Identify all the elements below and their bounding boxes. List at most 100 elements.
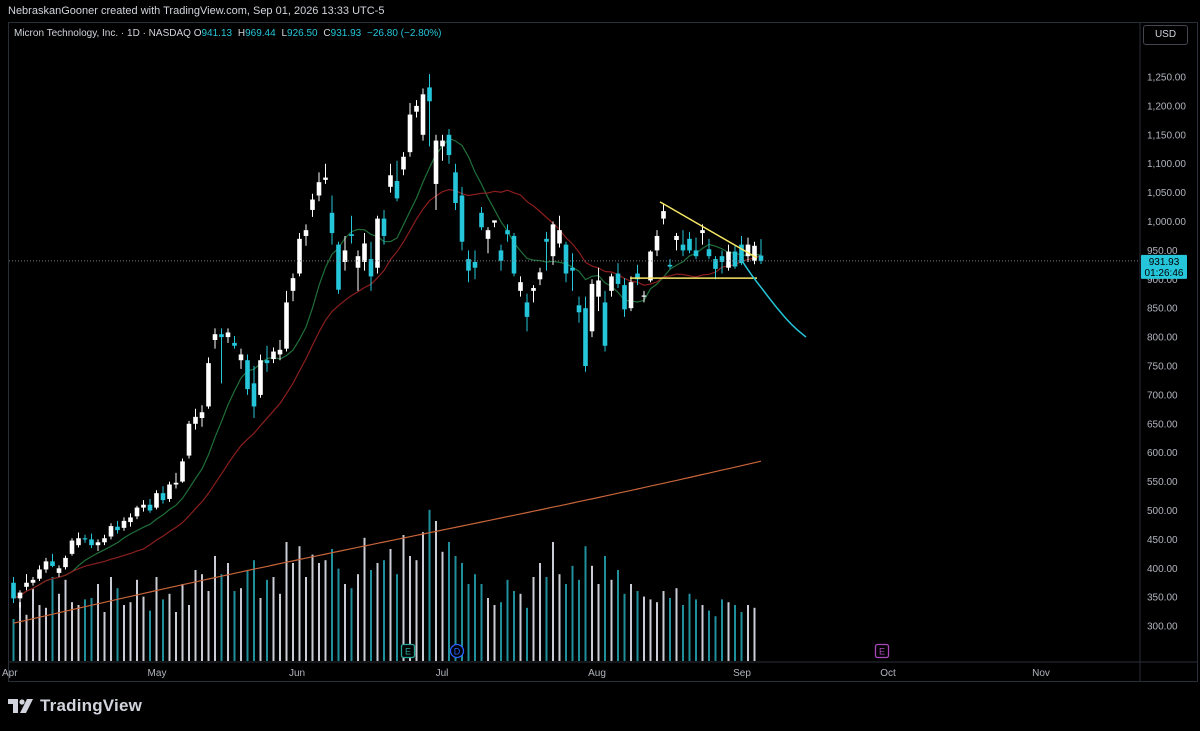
candle-body	[375, 218, 380, 268]
price-tick-label: 1,000.00	[1147, 217, 1186, 228]
price-tick-label: 800.00	[1147, 333, 1178, 344]
candle-body	[407, 114, 413, 153]
candle-body	[459, 195, 465, 242]
candle-body	[635, 273, 640, 280]
earnings-marker[interactable]	[874, 643, 890, 659]
volume-bar	[448, 542, 450, 661]
price-tick-label: 750.00	[1147, 362, 1178, 373]
last-price-value: 931.93	[1149, 257, 1180, 268]
low-label: L	[281, 28, 288, 39]
candle-body	[537, 272, 543, 280]
candle-body	[648, 251, 653, 281]
tradingview-logo[interactable]: TradingView	[8, 696, 142, 716]
candle-body	[414, 105, 419, 112]
volume-bar	[526, 607, 528, 661]
candle-body	[615, 273, 621, 284]
volume-bar	[636, 591, 639, 661]
candle-body	[622, 285, 627, 310]
candle-body	[713, 259, 718, 269]
volume-bar	[402, 535, 405, 661]
candle-body	[693, 250, 699, 257]
volume-bar	[441, 551, 444, 661]
volume-bar	[682, 605, 684, 661]
volume-bar	[519, 593, 522, 661]
close-value: 931.93	[330, 28, 362, 39]
candle-body	[362, 243, 367, 262]
candle-body	[82, 538, 88, 540]
candle-body	[290, 278, 296, 291]
volume-bar	[435, 521, 437, 661]
candle-body	[401, 156, 406, 170]
event-marker-label: E	[879, 647, 885, 657]
volume-bar	[175, 612, 177, 661]
symbol-title[interactable]: Micron Technology, Inc. · 1D · NASDAQ	[14, 28, 191, 39]
candle-body	[745, 244, 751, 257]
upper-trendline[interactable]	[659, 201, 758, 259]
volume-bar	[51, 577, 54, 661]
volume-bar	[64, 579, 67, 661]
volume-bar	[285, 542, 288, 661]
open-label: O	[193, 28, 202, 39]
candle-body	[349, 234, 354, 236]
volume-bar	[487, 598, 489, 661]
time-tick-label: Jul	[436, 668, 449, 679]
candle-body	[329, 212, 335, 234]
volume-bar	[370, 570, 372, 661]
price-tick-label: 500.00	[1147, 506, 1178, 517]
candle-body	[472, 261, 478, 268]
candle-body	[732, 251, 738, 267]
sma-short-line	[13, 137, 762, 599]
price-tick-label: 450.00	[1147, 535, 1178, 546]
volume-bar	[428, 509, 431, 661]
volume-bar	[129, 602, 132, 661]
candle-body	[303, 230, 309, 236]
currency-button[interactable]: USD	[1143, 25, 1188, 45]
candle-body	[433, 140, 439, 184]
volume-bar	[708, 610, 710, 661]
candle-body	[50, 561, 55, 566]
candle-body	[576, 305, 582, 313]
candle-body	[323, 177, 328, 180]
candle-body	[557, 230, 562, 244]
volume-bar	[350, 588, 353, 661]
candle-body	[752, 245, 757, 261]
candle-body	[342, 250, 348, 262]
volume-bar	[220, 574, 223, 661]
volume-bar	[539, 563, 541, 661]
volume-bar	[201, 574, 203, 661]
volume-bar	[747, 605, 749, 661]
projection-path[interactable]	[741, 260, 807, 338]
volume-bar	[116, 588, 119, 661]
volume-bar	[500, 602, 502, 661]
chart-pane[interactable]	[8, 22, 1198, 682]
volume-bar	[240, 588, 242, 661]
chart-credit: NebraskanGooner created with TradingView…	[8, 5, 385, 17]
candle-body	[641, 295, 647, 297]
volume-bar	[753, 607, 756, 661]
candle-body	[394, 181, 400, 199]
volume-bar	[305, 577, 307, 661]
candle-body	[284, 302, 289, 349]
candle-body	[264, 360, 270, 364]
volume-bar	[389, 549, 392, 661]
volume-bar	[409, 556, 411, 661]
candle-body	[30, 579, 36, 583]
volume-bar	[506, 579, 509, 661]
price-axis: 1,250.00 1,200.00 1,150.00 1,100.00 1,050.00…	[1147, 73, 1186, 633]
candle-body	[193, 416, 198, 424]
volume-bar	[38, 605, 41, 661]
event-marker-label: E	[405, 647, 411, 657]
price-chart[interactable]: 1,250.00 1,200.00 1,150.00 1,100.00 1,050.00…	[0, 0, 1200, 690]
earnings-marker[interactable]	[400, 643, 416, 659]
price-tick-label: 550.00	[1147, 477, 1178, 488]
volume-bar	[45, 607, 47, 661]
price-tick-label: 1,200.00	[1147, 101, 1186, 112]
candle-body	[661, 211, 666, 219]
price-tick-label: 1,250.00	[1147, 73, 1186, 84]
volume-bar	[181, 584, 184, 661]
volume-bar	[136, 579, 138, 661]
dividend-marker[interactable]	[449, 643, 465, 659]
candle-body	[167, 484, 172, 499]
candle-body	[518, 282, 523, 291]
